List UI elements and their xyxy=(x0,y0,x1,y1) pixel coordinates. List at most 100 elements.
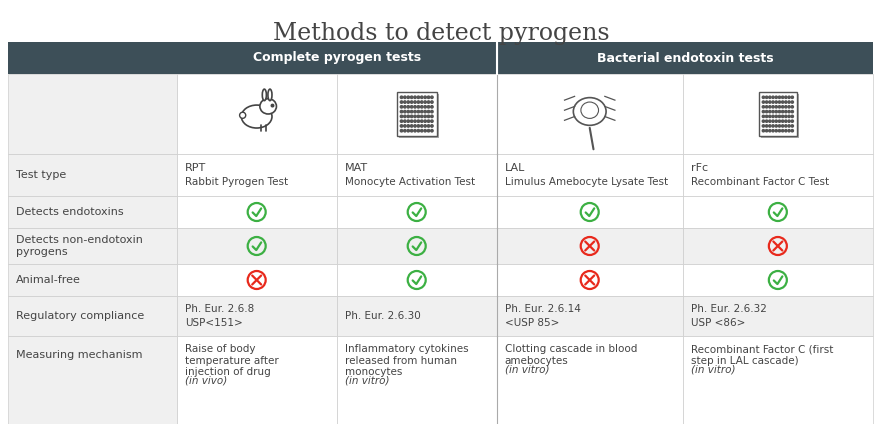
Text: Ph. Eur. 2.6.8: Ph. Eur. 2.6.8 xyxy=(185,304,254,314)
Bar xyxy=(8,74,177,154)
Bar xyxy=(8,154,177,196)
Circle shape xyxy=(431,120,433,123)
Circle shape xyxy=(791,115,794,117)
Circle shape xyxy=(778,106,781,108)
Bar xyxy=(337,264,497,296)
Circle shape xyxy=(414,96,416,98)
Circle shape xyxy=(778,96,781,98)
Circle shape xyxy=(769,125,771,127)
Circle shape xyxy=(766,101,767,103)
Bar xyxy=(177,74,337,154)
Text: Animal-free: Animal-free xyxy=(16,275,81,285)
Circle shape xyxy=(418,96,419,98)
Circle shape xyxy=(785,120,787,122)
Text: (in vitro): (in vitro) xyxy=(344,376,389,385)
Bar xyxy=(683,74,873,154)
Text: (in vitro): (in vitro) xyxy=(505,365,549,375)
Circle shape xyxy=(431,106,433,108)
Ellipse shape xyxy=(263,89,266,100)
Ellipse shape xyxy=(268,89,272,100)
Circle shape xyxy=(791,130,794,132)
Bar xyxy=(337,296,497,336)
Bar xyxy=(396,92,437,136)
Bar xyxy=(683,296,873,336)
Circle shape xyxy=(407,96,410,98)
Circle shape xyxy=(769,96,771,98)
Circle shape xyxy=(420,110,423,113)
Circle shape xyxy=(785,115,787,117)
Circle shape xyxy=(403,115,406,117)
Text: Measuring mechanism: Measuring mechanism xyxy=(16,350,143,360)
Text: Recombinant Factor C (first
step in LAL cascade): Recombinant Factor C (first step in LAL … xyxy=(691,344,833,365)
Circle shape xyxy=(414,129,416,132)
Circle shape xyxy=(762,120,765,122)
Circle shape xyxy=(424,120,426,123)
Circle shape xyxy=(788,120,790,122)
Circle shape xyxy=(762,111,765,113)
Bar xyxy=(759,92,796,136)
Text: Detects non-endotoxin
pyrogens: Detects non-endotoxin pyrogens xyxy=(16,235,143,257)
Circle shape xyxy=(788,125,790,127)
Circle shape xyxy=(418,106,419,108)
Text: Regulatory compliance: Regulatory compliance xyxy=(16,311,144,321)
Circle shape xyxy=(788,101,790,103)
Circle shape xyxy=(781,125,784,127)
Circle shape xyxy=(420,125,423,127)
Text: Raise of body
temperature after
injection of drug: Raise of body temperature after injectio… xyxy=(185,344,278,377)
Circle shape xyxy=(781,101,784,103)
Circle shape xyxy=(762,96,765,98)
Circle shape xyxy=(775,111,777,113)
Bar xyxy=(337,154,497,196)
Circle shape xyxy=(766,115,767,117)
Circle shape xyxy=(772,106,774,108)
Circle shape xyxy=(411,106,413,108)
Bar xyxy=(8,264,177,296)
Circle shape xyxy=(424,125,426,127)
Circle shape xyxy=(420,106,423,108)
Circle shape xyxy=(781,111,784,113)
Circle shape xyxy=(785,106,787,108)
Circle shape xyxy=(407,125,410,127)
Circle shape xyxy=(414,125,416,127)
Circle shape xyxy=(420,120,423,123)
Circle shape xyxy=(411,115,413,117)
Text: Bacterial endotoxin tests: Bacterial endotoxin tests xyxy=(596,51,774,64)
Circle shape xyxy=(407,115,410,117)
Circle shape xyxy=(403,129,406,132)
Circle shape xyxy=(775,125,777,127)
Text: Recombinant Factor C Test: Recombinant Factor C Test xyxy=(691,177,829,187)
Bar xyxy=(497,74,683,154)
Circle shape xyxy=(785,111,787,113)
Circle shape xyxy=(775,106,777,108)
Circle shape xyxy=(414,101,416,103)
Circle shape xyxy=(785,96,787,98)
Circle shape xyxy=(418,110,419,113)
Circle shape xyxy=(411,96,413,98)
Circle shape xyxy=(403,120,406,123)
Text: Ph. Eur. 2.6.30: Ph. Eur. 2.6.30 xyxy=(344,311,420,321)
Circle shape xyxy=(431,125,433,127)
Circle shape xyxy=(427,129,430,132)
Bar xyxy=(177,228,337,264)
Circle shape xyxy=(403,125,406,127)
Bar xyxy=(497,228,683,264)
Circle shape xyxy=(418,129,419,132)
Circle shape xyxy=(420,96,423,98)
Circle shape xyxy=(766,130,767,132)
Bar xyxy=(683,336,873,424)
Bar xyxy=(497,196,683,228)
Bar xyxy=(177,296,337,336)
Circle shape xyxy=(785,101,787,103)
Circle shape xyxy=(775,101,777,103)
Text: Complete pyrogen tests: Complete pyrogen tests xyxy=(253,51,421,64)
Text: Methods to detect pyrogens: Methods to detect pyrogens xyxy=(273,22,610,45)
Circle shape xyxy=(431,96,433,98)
Bar xyxy=(761,94,799,138)
Text: Inflammatory cytokines
released from human
monocytes: Inflammatory cytokines released from hum… xyxy=(344,344,469,377)
Bar xyxy=(683,154,873,196)
Text: USP <86>: USP <86> xyxy=(691,318,745,328)
Circle shape xyxy=(769,120,771,122)
Bar xyxy=(8,196,177,228)
Circle shape xyxy=(407,110,410,113)
Bar xyxy=(177,154,337,196)
